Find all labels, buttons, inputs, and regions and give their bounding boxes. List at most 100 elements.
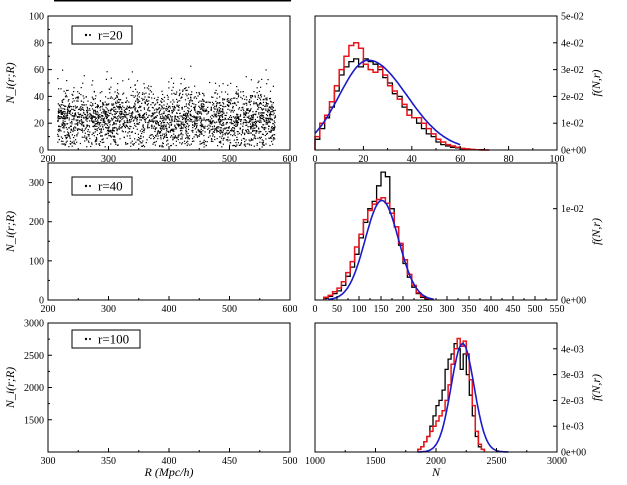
- scatter-point: [111, 129, 113, 132]
- scatter-point: [187, 116, 189, 118]
- scatter-point: [76, 107, 78, 109]
- scatter-point: [116, 132, 118, 134]
- scatter-point: [245, 124, 247, 126]
- scatter-point: [182, 89, 184, 91]
- scatter-point: [78, 114, 80, 116]
- scatter-point: [73, 100, 75, 102]
- scatter-point: [207, 106, 209, 108]
- scatter-point: [252, 114, 254, 116]
- scatter-point: [112, 127, 114, 129]
- scatter-point: [143, 113, 145, 115]
- scatter-point: [203, 135, 205, 137]
- scatter-point: [102, 139, 104, 141]
- scatter-point: [187, 132, 189, 134]
- scatter-point: [125, 114, 127, 116]
- scatter-point: [143, 83, 145, 85]
- scatter-point: [75, 113, 77, 116]
- scatter-point: [261, 78, 263, 80]
- scatter-point: [179, 92, 181, 94]
- scatter-point: [221, 120, 223, 122]
- scatter-point: [125, 124, 128, 126]
- scatter-point: [73, 142, 75, 144]
- scatter-point: [162, 142, 164, 145]
- scatter-point: [239, 144, 242, 146]
- scatter-point: [159, 120, 161, 122]
- scatter-point: [237, 133, 239, 135]
- scatter-point: [126, 107, 128, 109]
- scatter-point: [104, 117, 106, 119]
- scatter-point: [91, 108, 94, 110]
- scatter-point: [188, 100, 190, 102]
- scatter-point: [187, 107, 189, 109]
- scatter-point: [154, 128, 156, 130]
- scatter-point: [249, 104, 251, 106]
- scatter-point: [265, 69, 267, 71]
- scatter-point: [128, 131, 130, 133]
- scatter-point: [142, 92, 144, 94]
- scatter-point: [165, 116, 167, 118]
- scatter-point: [96, 125, 98, 127]
- scatter-point: [92, 132, 94, 134]
- scatter-point: [121, 110, 123, 112]
- scatter-point: [136, 120, 138, 122]
- scatter-point: [107, 128, 109, 130]
- scatter-point: [133, 122, 136, 125]
- scatter-point: [253, 91, 255, 93]
- scatter-point: [204, 131, 206, 133]
- scatter-point: [160, 101, 163, 103]
- scatter-point: [81, 129, 83, 131]
- scatter-point: [166, 103, 168, 105]
- scatter-point: [136, 139, 138, 141]
- scatter-point: [110, 109, 112, 111]
- scatter-point: [61, 137, 64, 139]
- scatter-point: [178, 104, 180, 106]
- scatter-point: [225, 118, 227, 121]
- scatter-point: [159, 127, 161, 129]
- scatter-point: [157, 122, 159, 124]
- scatter-point: [129, 121, 131, 124]
- scatter-point: [106, 117, 108, 120]
- scatter-point: [259, 138, 261, 140]
- scatter-point: [130, 119, 132, 121]
- scatter-point: [246, 112, 248, 114]
- scatter-point: [93, 91, 95, 93]
- scatter-point: [267, 121, 269, 124]
- scatter-point: [268, 109, 270, 112]
- scatter-point: [105, 106, 107, 109]
- scatter-point: [159, 114, 161, 116]
- scatter-point: [245, 112, 247, 114]
- scatter-point: [83, 117, 85, 119]
- scatter-point: [83, 129, 85, 132]
- scatter-point: [123, 107, 125, 109]
- scatter-point: [189, 119, 192, 121]
- scatter-point: [235, 117, 237, 119]
- scatter-point: [124, 111, 127, 113]
- scatter-point: [95, 136, 97, 139]
- scatter-point: [181, 96, 183, 98]
- scatter-point: [110, 112, 112, 114]
- scatter-point: [250, 79, 252, 81]
- scatter-point: [109, 131, 111, 133]
- scatter-point: [246, 131, 248, 133]
- scatter-point: [71, 106, 73, 108]
- scatter-point: [79, 123, 81, 125]
- scatter-point: [115, 127, 117, 129]
- scatter-point: [121, 108, 123, 110]
- scatter-point: [146, 87, 148, 89]
- scatter-point: [228, 132, 230, 134]
- scatter-point: [237, 89, 239, 91]
- scatter-point: [187, 128, 190, 130]
- scatter-point: [176, 119, 178, 121]
- scatter-point: [160, 136, 162, 138]
- scatter-point: [219, 133, 222, 135]
- scatter-point: [236, 136, 238, 138]
- scatter-point: [246, 109, 248, 111]
- scatter-point: [201, 132, 203, 134]
- scatter-point: [126, 114, 128, 116]
- scatter-point: [242, 103, 244, 105]
- scatter-point: [196, 125, 198, 127]
- scatter-point: [223, 103, 225, 105]
- scatter-point: [270, 129, 272, 131]
- scatter-point: [223, 106, 225, 108]
